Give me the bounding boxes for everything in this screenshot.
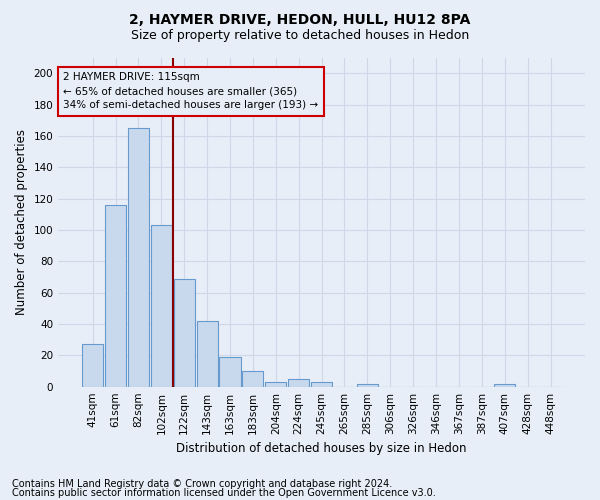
- Bar: [357, 384, 378, 386]
- Y-axis label: Number of detached properties: Number of detached properties: [15, 129, 28, 315]
- Text: 2 HAYMER DRIVE: 115sqm
← 65% of detached houses are smaller (365)
34% of semi-de: 2 HAYMER DRIVE: 115sqm ← 65% of detached…: [64, 72, 319, 110]
- Bar: [494, 384, 515, 386]
- Text: Contains public sector information licensed under the Open Government Licence v3: Contains public sector information licen…: [12, 488, 436, 498]
- Bar: [265, 382, 286, 386]
- Text: Size of property relative to detached houses in Hedon: Size of property relative to detached ho…: [131, 29, 469, 42]
- Bar: [82, 344, 103, 387]
- Bar: [173, 278, 195, 386]
- Bar: [311, 382, 332, 386]
- Bar: [288, 379, 309, 386]
- Text: Contains HM Land Registry data © Crown copyright and database right 2024.: Contains HM Land Registry data © Crown c…: [12, 479, 392, 489]
- Bar: [242, 371, 263, 386]
- X-axis label: Distribution of detached houses by size in Hedon: Distribution of detached houses by size …: [176, 442, 467, 455]
- Bar: [128, 128, 149, 386]
- Bar: [220, 357, 241, 386]
- Bar: [105, 205, 126, 386]
- Text: 2, HAYMER DRIVE, HEDON, HULL, HU12 8PA: 2, HAYMER DRIVE, HEDON, HULL, HU12 8PA: [130, 12, 470, 26]
- Bar: [151, 225, 172, 386]
- Bar: [197, 321, 218, 386]
